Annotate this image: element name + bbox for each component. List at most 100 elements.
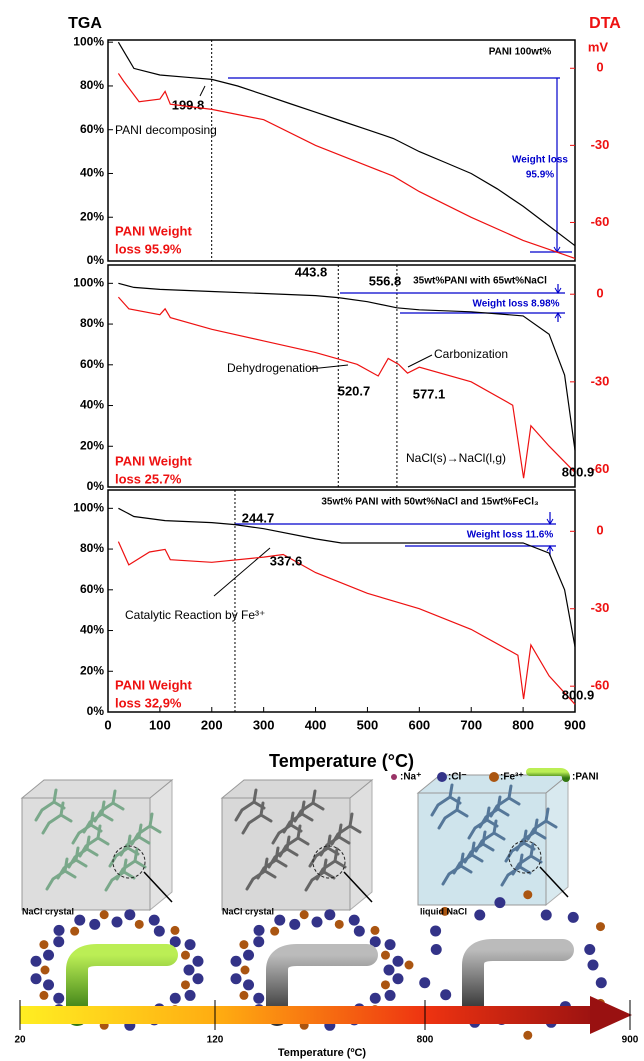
annotation: NaCl(s)→NaCl(l,g) [406,451,506,465]
ion [405,961,414,970]
ion [243,950,254,961]
annotation: 337.6 [270,553,303,568]
y-tick-label: 100% [73,276,104,290]
ion [241,966,250,975]
y2-tick-label: -30 [591,600,610,615]
x-tick-label: 500 [357,717,379,732]
annotation: PANI Weight [115,223,192,238]
annotation: loss 25.7% [115,471,182,486]
annotation: 577.1 [413,386,446,401]
y2-tick-label: -30 [591,373,610,388]
crystal-label: liquid NaCl [420,906,467,916]
y-tick-label: 60% [80,582,104,596]
ion [596,922,605,931]
scale-label: 120 [207,1035,224,1046]
legend-swatch [489,772,499,782]
ion [253,936,264,947]
annotation: Dehydrogenation [227,361,318,375]
temperature-arrow [590,996,632,1034]
y2-axis-unit: mV [588,39,609,54]
ion [243,979,254,990]
y-tick-label: 100% [73,501,104,515]
annotation: 800.9 [562,464,595,479]
ion [419,977,430,988]
x-tick-label: 900 [564,717,586,732]
ion [39,940,48,949]
ion [239,940,248,949]
annotation: loss 32.9% [115,695,182,710]
y-tick-label: 0% [87,253,105,267]
cube-top [22,780,172,798]
ion [43,979,54,990]
ion [170,993,181,1004]
ion [74,915,85,926]
y-tick-label: 80% [80,78,104,92]
scale-label: 900 [622,1035,639,1046]
x-tick-label: 0 [104,717,111,732]
x-tick-label: 600 [408,717,430,732]
ion [54,925,65,936]
ion [70,927,79,936]
x-tick-label: 700 [460,717,482,732]
legend-swatch [437,772,447,782]
ion [253,993,264,1004]
x-tick-label: 200 [201,717,223,732]
ion [231,956,242,967]
marker-label: 443.8 [295,264,328,279]
scale-title: Temperature (ºC) [278,1047,366,1059]
cube-front [222,798,350,910]
annotation: 95.9% [526,170,554,181]
ion [431,944,442,955]
schematic: NaCl crystalNaCl crystalliquid NaCl:Na⁺:… [14,772,638,1059]
ion [568,912,579,923]
ion [100,910,109,919]
ion [381,980,390,989]
ion [53,936,64,947]
ion [239,991,248,1000]
legend-swatch [391,774,397,780]
ion [588,960,599,971]
figure: 0%20%40%60%80%100%0-30-60TGADTAmV199.8PA… [0,0,644,1061]
y2-axis-title: DTA [589,15,621,32]
y-tick-label: 40% [80,398,104,412]
marker-label: 244.7 [242,510,275,525]
y-axis-title: TGA [68,15,102,32]
ion [324,909,335,920]
cube-front [418,793,546,905]
x-tick-label: 800 [512,717,534,732]
annotation: PANI decomposing [115,123,217,137]
y-tick-label: 60% [80,122,104,136]
legend-label: :Fe³⁺ [500,772,524,783]
x-tick-label: 100 [149,717,171,732]
ion [392,973,403,984]
annotation: 35wt% PANI with 50wt%NaCl and 15wt%FeCl₃ [321,497,539,508]
ion [494,897,505,908]
ion [135,920,144,929]
ion [39,991,48,1000]
ion [89,919,100,930]
pani-chain [473,950,563,1010]
ion [41,966,50,975]
crystal-label: NaCl crystal [22,906,74,916]
ion [384,965,395,976]
temperature-bar [20,1006,600,1024]
cube-top [222,780,372,798]
annotation: 520.7 [338,383,371,398]
ion [185,939,196,950]
legend-label: :Na⁺ [400,772,421,783]
ion [385,990,396,1001]
annotation-pointer [214,548,270,596]
ion [289,919,300,930]
ion [354,926,365,937]
ion [181,951,190,960]
ion [231,973,242,984]
ion [385,939,396,950]
ion [43,950,54,961]
annotation: PANI 100wt% [489,47,552,58]
y2-tick-label: 0 [596,523,603,538]
legend-label: :Cl⁻ [448,772,467,783]
x-tick-label: 300 [253,717,275,732]
ion [192,973,203,984]
ion [584,944,595,955]
